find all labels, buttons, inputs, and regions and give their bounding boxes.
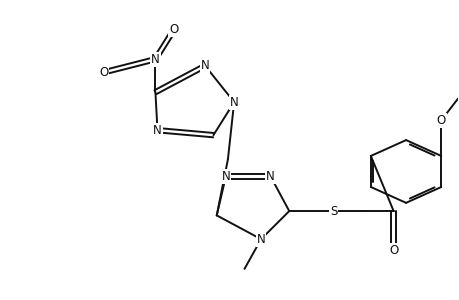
Text: N: N	[229, 96, 238, 109]
Text: O: O	[388, 244, 397, 257]
Text: S: S	[329, 205, 336, 218]
Text: N: N	[221, 170, 230, 183]
Text: O: O	[169, 23, 178, 36]
Text: N: N	[256, 233, 265, 246]
Text: N: N	[151, 53, 159, 66]
Text: N: N	[151, 53, 159, 66]
Text: O: O	[99, 66, 108, 79]
Text: N: N	[153, 124, 162, 137]
Text: N: N	[256, 233, 265, 246]
Text: S: S	[329, 205, 336, 218]
Text: O: O	[169, 23, 178, 36]
Text: N: N	[229, 96, 238, 109]
Text: O: O	[436, 114, 445, 127]
Text: O: O	[99, 66, 108, 79]
Text: N: N	[266, 170, 274, 183]
Text: N: N	[200, 59, 209, 72]
